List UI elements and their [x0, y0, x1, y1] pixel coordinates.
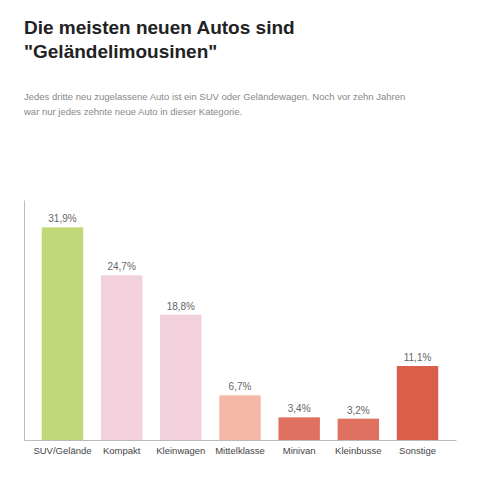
bar [42, 227, 83, 440]
bar [397, 366, 438, 440]
x-tick: SUV/Gelände [33, 445, 91, 456]
data-label: 6,7% [229, 381, 252, 392]
subtitle: war nur jedes zehnte neue Auto in dieser… [23, 106, 242, 117]
y-axis-line [24, 201, 25, 441]
plot-area [42, 227, 438, 440]
data-label: 3,2% [347, 405, 370, 416]
x-tick-label: Minivan [283, 445, 316, 456]
x-tick: Sonstige [399, 445, 436, 456]
x-tick: Mittelklasse [215, 445, 265, 456]
x-tick-label: Sonstige [399, 445, 436, 456]
subtitle: Jedes dritte neu zugelassene Auto ist ei… [24, 91, 405, 102]
x-axis: SUV/Gelände Kompakt Kleinwagen Mittelklasse… [25, 441, 457, 456]
data-label: 18,8% [167, 301, 195, 312]
x-tick-label: Kleinbusse [335, 445, 381, 456]
x-tick: Kleinbusse [335, 445, 381, 456]
chart: Die meisten neuen Autos sind "Geländelimo… [0, 0, 480, 480]
x-tick-label: Mittelklasse [215, 445, 265, 456]
data-labels: 31,9% 24,7% 18,8% 6,7% 3,4% 3,2% 11,1% [48, 213, 431, 415]
data-label: 31,9% [48, 213, 76, 224]
title: "Geländelimousinen" [24, 41, 217, 62]
bar [219, 395, 260, 440]
data-label: 11,1% [404, 352, 432, 363]
x-tick: Kleinwagen [156, 445, 205, 456]
x-tick-label: Kompakt [103, 445, 141, 456]
x-tick: Minivan [283, 445, 316, 456]
x-tick-label: Kleinwagen [156, 445, 205, 456]
bar [160, 315, 201, 440]
data-label: 3,4% [288, 403, 311, 414]
bar [338, 419, 379, 440]
x-tick-label: SUV/Gelände [33, 445, 91, 456]
data-label: 24,7% [107, 261, 135, 272]
x-axis-line [25, 440, 457, 441]
bar [278, 417, 319, 440]
title: Die meisten neuen Autos sind [24, 17, 295, 38]
y-axis [24, 201, 25, 441]
bar [101, 275, 142, 440]
x-tick: Kompakt [103, 445, 141, 456]
